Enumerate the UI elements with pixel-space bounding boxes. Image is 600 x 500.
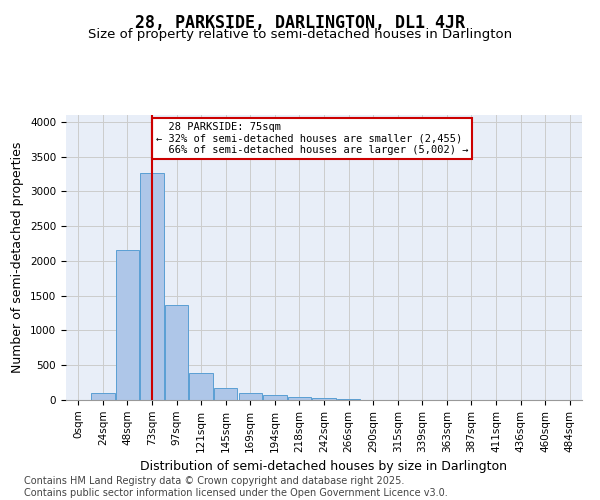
Bar [214,388,238,400]
Text: 28 PARKSIDE: 75sqm
← 32% of semi-detached houses are smaller (2,455)
  66% of se: 28 PARKSIDE: 75sqm ← 32% of semi-detache… [155,122,468,156]
Text: 28, PARKSIDE, DARLINGTON, DL1 4JR: 28, PARKSIDE, DARLINGTON, DL1 4JR [135,14,465,32]
Bar [313,398,335,400]
Text: Contains HM Land Registry data © Crown copyright and database right 2025.: Contains HM Land Registry data © Crown c… [24,476,404,486]
Bar [190,372,213,400]
Bar [288,396,311,400]
Bar [91,392,115,400]
X-axis label: Distribution of semi-detached houses by size in Darlington: Distribution of semi-detached houses by … [140,460,508,473]
Bar [165,306,188,400]
Bar [239,393,262,400]
Y-axis label: Number of semi-detached properties: Number of semi-detached properties [11,142,25,373]
Bar [263,396,287,400]
Bar [116,250,139,400]
Text: Size of property relative to semi-detached houses in Darlington: Size of property relative to semi-detach… [88,28,512,41]
Text: Contains public sector information licensed under the Open Government Licence v3: Contains public sector information licen… [24,488,448,498]
Bar [140,174,164,400]
